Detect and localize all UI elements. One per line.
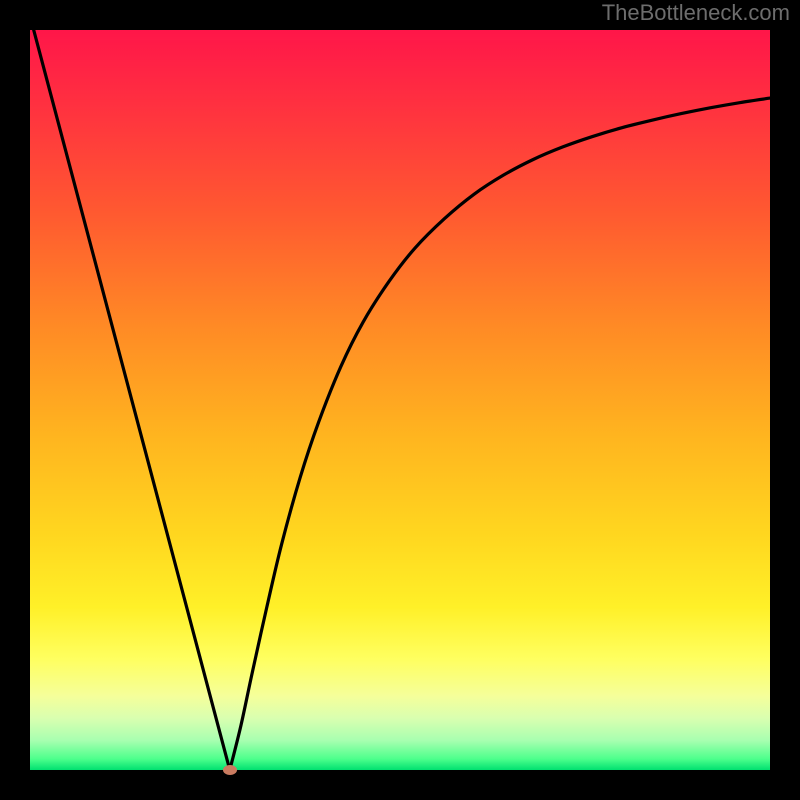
- bottleneck-chart: [0, 0, 800, 800]
- plot-background: [30, 30, 770, 770]
- chart-stage: TheBottleneck.com: [0, 0, 800, 800]
